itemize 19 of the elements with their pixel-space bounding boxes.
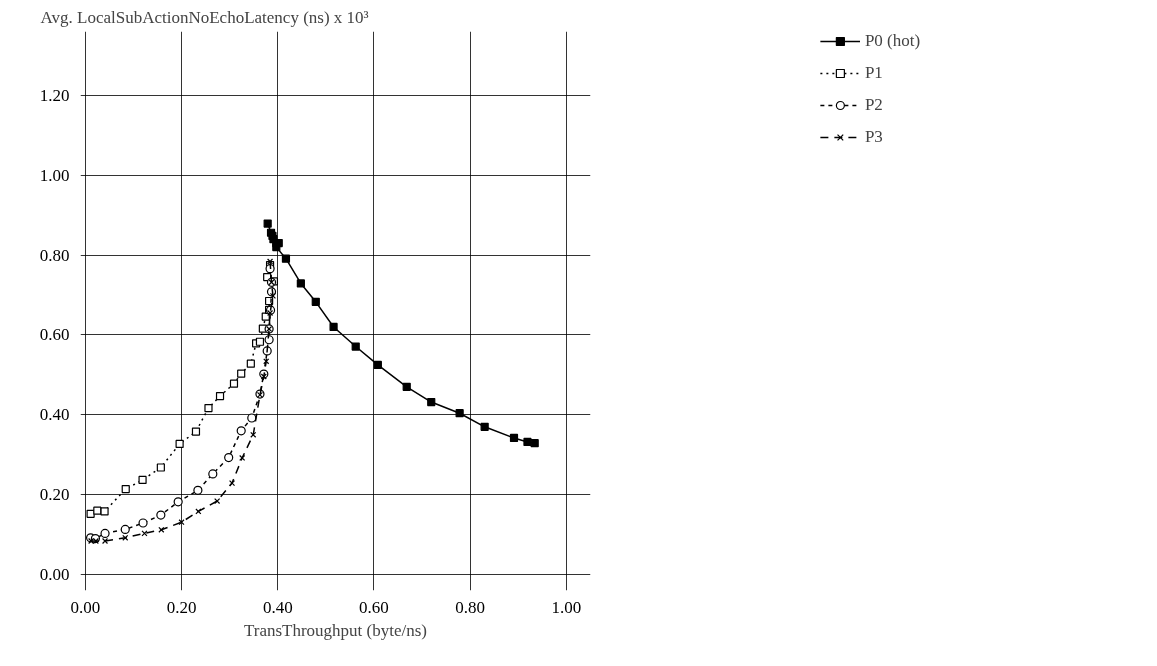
y-tick-label: 1.20: [39, 85, 70, 105]
y-tick-label: 0.20: [39, 485, 70, 505]
x-tick-label: 0.20: [166, 597, 197, 617]
y-tick-label: 1.00: [39, 165, 70, 185]
x-tick-label: 0.80: [455, 597, 486, 617]
x-axis-title: TransThroughput (byte/ns): [243, 620, 428, 640]
legend-label: P1: [864, 63, 884, 83]
y-tick-label: 0.60: [39, 325, 70, 345]
x-tick-label: 0.00: [70, 597, 101, 617]
legend-label: P0 (hot): [864, 31, 921, 51]
y-tick-label: 0.00: [39, 565, 70, 585]
x-tick-label: 0.40: [262, 597, 293, 617]
x-tick-label: 1.00: [551, 597, 582, 617]
y-axis-title: Avg. LocalSubActionNoEchoLatency (ns) x 10³: [40, 7, 369, 27]
legend-label: P2: [864, 95, 884, 115]
legend-label: P3: [864, 127, 884, 147]
y-tick-label: 0.40: [39, 405, 70, 425]
y-tick-label: 0.80: [39, 245, 70, 265]
x-tick-label: 0.60: [359, 597, 389, 617]
